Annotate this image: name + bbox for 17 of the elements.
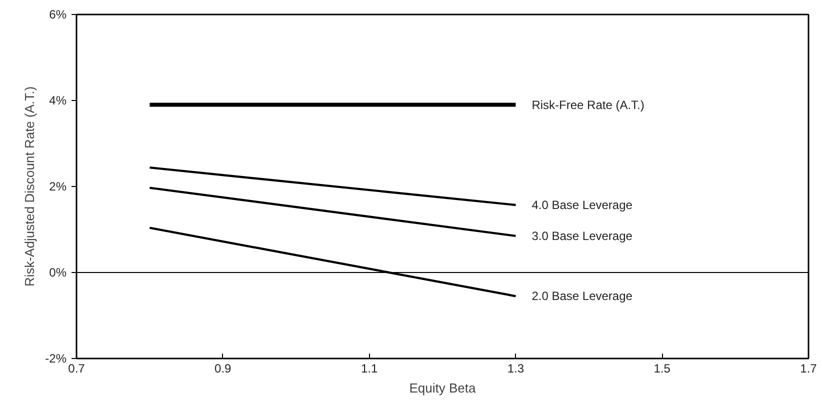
y-axis-title: Risk-Adjusted Discount Rate (A.T.) [22,86,38,287]
y-tick-label: 2% [49,180,67,194]
series-label: 4.0 Base Leverage [532,198,633,212]
series-label: 2.0 Base Leverage [532,289,633,304]
series-label: 3.0 Base Leverage [532,228,633,243]
x-tick-label: 1.7 [800,362,818,376]
x-axis-title: Equity Beta [409,380,477,396]
x-tick-label: 1.1 [360,362,378,376]
x-tick-label: 0.7 [68,362,86,376]
x-tick-label: 0.9 [214,362,232,376]
y-tick-label: 0% [49,266,67,280]
x-tick-label: 1.5 [654,362,671,376]
y-tick-label: -2% [45,352,67,366]
y-tick-label: 6% [49,8,67,22]
y-tick-label: 4% [49,94,67,108]
x-tick-label: 1.3 [507,362,524,376]
series-label: Risk-Free Rate (A.T.) [532,98,644,112]
